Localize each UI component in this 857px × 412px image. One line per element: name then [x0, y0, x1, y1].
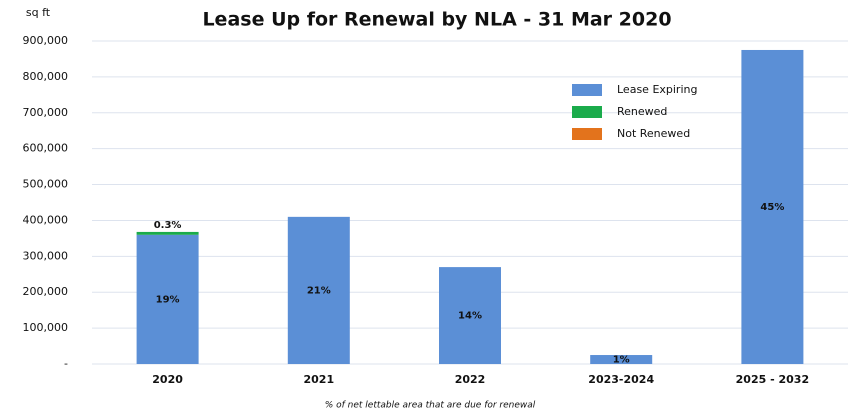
- x-tick-label: 2025 - 2032: [736, 373, 809, 386]
- legend-label: Lease Expiring: [617, 83, 697, 96]
- data-label: 21%: [307, 285, 331, 296]
- legend-swatch: [572, 84, 602, 96]
- bar-segment: [136, 234, 199, 364]
- y-tick-label: -: [64, 357, 68, 370]
- bar-segment: [136, 231, 199, 235]
- y-tick-label: 200,000: [23, 285, 69, 298]
- data-label: 1%: [613, 355, 630, 366]
- y-tick-label: 900,000: [23, 34, 69, 47]
- y-tick-label: 400,000: [23, 213, 69, 226]
- x-tick-label: 2023-2024: [588, 373, 654, 386]
- y-tick-label: 800,000: [23, 70, 69, 83]
- footnote: % of net lettable area that are due for …: [325, 401, 536, 411]
- x-tick-label: 2020: [152, 373, 183, 386]
- y-tick-label: 100,000: [23, 321, 69, 334]
- x-tick-label: 2022: [455, 373, 486, 386]
- legend-swatch: [572, 106, 602, 118]
- data-label: 0.3%: [154, 220, 182, 231]
- bar-segment: [741, 49, 804, 364]
- y-axis-label: sq ft: [26, 6, 51, 19]
- data-label: 14%: [458, 311, 482, 322]
- bar-segment: [287, 216, 350, 364]
- legend-label: Renewed: [617, 105, 667, 118]
- data-label: 45%: [760, 202, 784, 213]
- y-tick-label: 600,000: [23, 142, 69, 155]
- data-label: 19%: [156, 294, 180, 305]
- y-tick-label: 300,000: [23, 249, 69, 262]
- bar-segment: [439, 267, 501, 364]
- chart-title: Lease Up for Renewal by NLA - 31 Mar 202…: [202, 9, 671, 31]
- y-tick-label: 500,000: [23, 178, 69, 191]
- legend-label: Not Renewed: [617, 127, 690, 140]
- legend-swatch: [572, 128, 602, 140]
- bar-segment: [590, 355, 653, 364]
- y-tick-label: 700,000: [23, 106, 69, 119]
- x-tick-label: 2021: [303, 373, 334, 386]
